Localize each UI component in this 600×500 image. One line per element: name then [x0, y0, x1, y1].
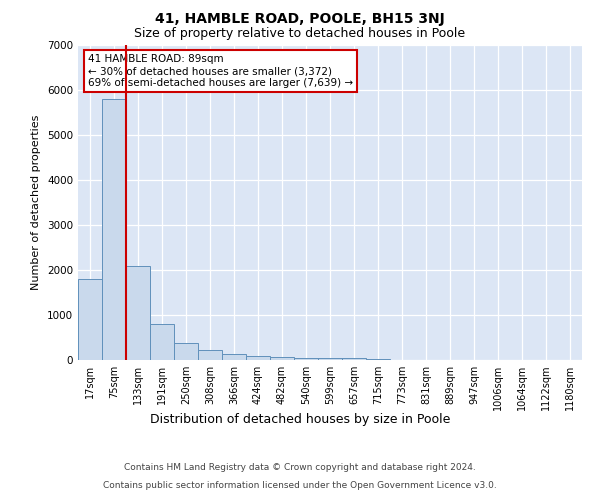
- Bar: [294, 358, 318, 360]
- Bar: [246, 356, 270, 360]
- Bar: [174, 343, 198, 360]
- Bar: [78, 279, 102, 360]
- Bar: [126, 266, 150, 360]
- Bar: [342, 358, 366, 360]
- Bar: [270, 357, 294, 360]
- Bar: [102, 99, 126, 360]
- Y-axis label: Number of detached properties: Number of detached properties: [31, 115, 41, 290]
- Text: Contains public sector information licensed under the Open Government Licence v3: Contains public sector information licen…: [103, 481, 497, 490]
- Bar: [366, 358, 390, 360]
- Text: Contains HM Land Registry data © Crown copyright and database right 2024.: Contains HM Land Registry data © Crown c…: [124, 462, 476, 471]
- Bar: [222, 354, 246, 360]
- Bar: [318, 358, 342, 360]
- Text: 41 HAMBLE ROAD: 89sqm
← 30% of detached houses are smaller (3,372)
69% of semi-d: 41 HAMBLE ROAD: 89sqm ← 30% of detached …: [88, 54, 353, 88]
- Text: Size of property relative to detached houses in Poole: Size of property relative to detached ho…: [134, 28, 466, 40]
- Bar: [150, 324, 174, 360]
- Text: 41, HAMBLE ROAD, POOLE, BH15 3NJ: 41, HAMBLE ROAD, POOLE, BH15 3NJ: [155, 12, 445, 26]
- Bar: [198, 350, 222, 360]
- Text: Distribution of detached houses by size in Poole: Distribution of detached houses by size …: [150, 412, 450, 426]
